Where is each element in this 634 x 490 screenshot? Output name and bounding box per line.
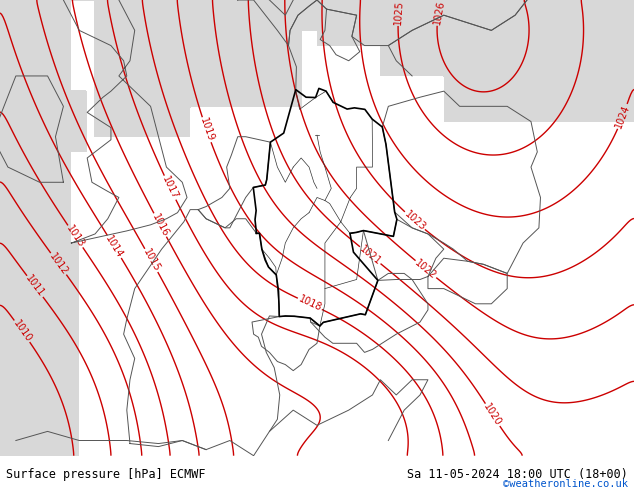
Text: 1024: 1024 [614, 103, 631, 130]
Text: 1026: 1026 [432, 0, 446, 25]
Text: 1019: 1019 [198, 117, 216, 143]
Text: 1013: 1013 [65, 223, 86, 249]
Text: 1012: 1012 [48, 251, 70, 277]
Text: 1011: 1011 [23, 273, 46, 299]
Text: 1021: 1021 [358, 244, 383, 267]
Text: 1020: 1020 [482, 402, 503, 428]
Text: 1010: 1010 [11, 318, 33, 344]
Text: Sa 11-05-2024 18:00 UTC (18+00): Sa 11-05-2024 18:00 UTC (18+00) [407, 467, 628, 481]
Text: 1017: 1017 [160, 174, 180, 201]
Text: 1014: 1014 [104, 234, 125, 260]
Text: Surface pressure [hPa] ECMWF: Surface pressure [hPa] ECMWF [6, 467, 206, 481]
Text: 1023: 1023 [402, 209, 427, 233]
Text: ©weatheronline.co.uk: ©weatheronline.co.uk [503, 479, 628, 490]
Text: 1018: 1018 [297, 294, 323, 314]
Text: 1022: 1022 [413, 257, 439, 281]
Text: 1025: 1025 [393, 0, 404, 25]
Text: 1015: 1015 [141, 247, 162, 273]
Text: 1016: 1016 [150, 212, 171, 238]
